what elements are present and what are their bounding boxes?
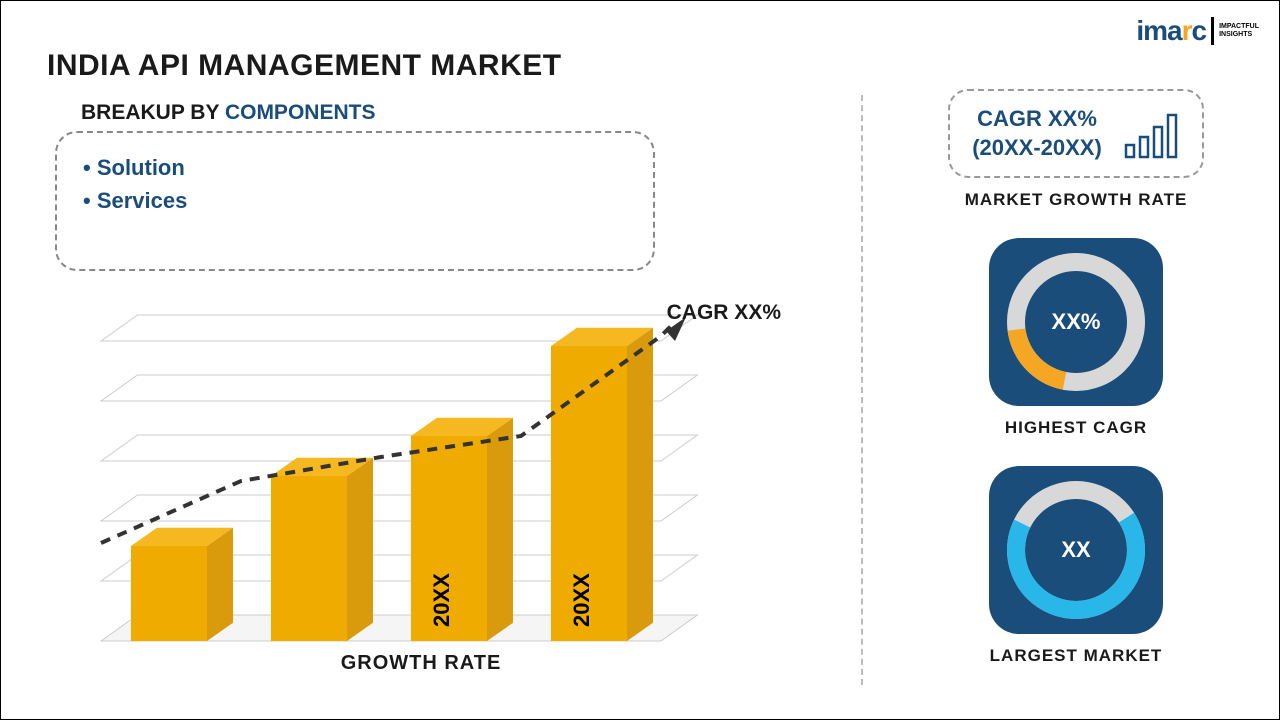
component-item: Solution [83,151,627,184]
brand-logo: imarc IMPACTFULINSIGHTS [1136,15,1259,47]
growth-rate-box: CAGR XX%(20XX-20XX) [948,89,1204,178]
component-item: Services [83,184,627,217]
highest-cagr-value: XX% [1052,309,1101,335]
largest-market-value: XX [1061,537,1090,563]
largest-market-label: LARGEST MARKET [990,646,1163,666]
svg-text:20XX: 20XX [429,573,454,627]
highest-cagr-tile: XX% [989,238,1163,406]
growth-rate-label: MARKET GROWTH RATE [965,190,1188,210]
bar-chart-svg: 20XX 20XX [61,301,781,671]
page-title: INDIA API MANAGEMENT MARKET [47,49,562,83]
highest-cagr-label: HIGHEST CAGR [1005,418,1147,438]
svg-text:20XX: 20XX [569,573,594,627]
cagr-annotation: CAGR XX% [667,301,781,325]
right-column: CAGR XX%(20XX-20XX) MARKET GROWTH RATE X… [901,89,1251,666]
breakup-heading: BREAKUP BY COMPONENTS [81,101,375,125]
largest-market-tile: XX [989,466,1163,634]
chart-xlabel: GROWTH RATE [61,652,781,675]
vertical-divider [861,95,863,685]
bar-icon [1120,107,1180,161]
components-list: SolutionServices [83,151,627,217]
components-box: SolutionServices [55,131,655,271]
growth-chart: 20XX20XX CAGR XX% GROWTH RATE [61,301,781,671]
